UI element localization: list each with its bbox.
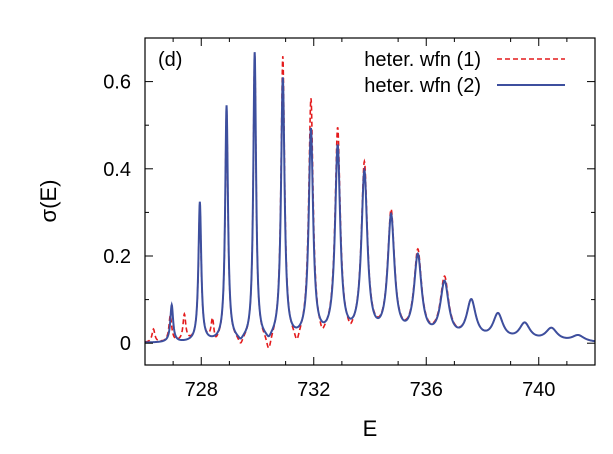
series-line-2 bbox=[145, 52, 595, 344]
x-axis-label: E bbox=[363, 416, 378, 441]
x-tick-label: 736 bbox=[410, 379, 443, 401]
ticks: 728 732 736 740 0 0.2 0.4 0.6 bbox=[103, 38, 595, 401]
x-tick-label: 740 bbox=[522, 379, 555, 401]
y-axis-label: σ(E) bbox=[36, 180, 61, 223]
panel-label: (d) bbox=[158, 49, 182, 71]
y-tick-label: 0.4 bbox=[103, 159, 131, 181]
y-tick-label: 0.6 bbox=[103, 72, 131, 94]
legend: heter. wfn (1) heter. wfn (2) bbox=[364, 49, 565, 97]
plot-content bbox=[145, 52, 595, 349]
legend-label-1: heter. wfn (1) bbox=[364, 49, 481, 71]
plot-frame bbox=[144, 37, 596, 366]
x-tick-label: 728 bbox=[185, 379, 218, 401]
x-tick-label: 732 bbox=[297, 379, 330, 401]
y-tick-label: 0.2 bbox=[103, 246, 131, 268]
y-tick-label: 0 bbox=[120, 333, 131, 355]
legend-label-2: heter. wfn (2) bbox=[364, 75, 481, 97]
